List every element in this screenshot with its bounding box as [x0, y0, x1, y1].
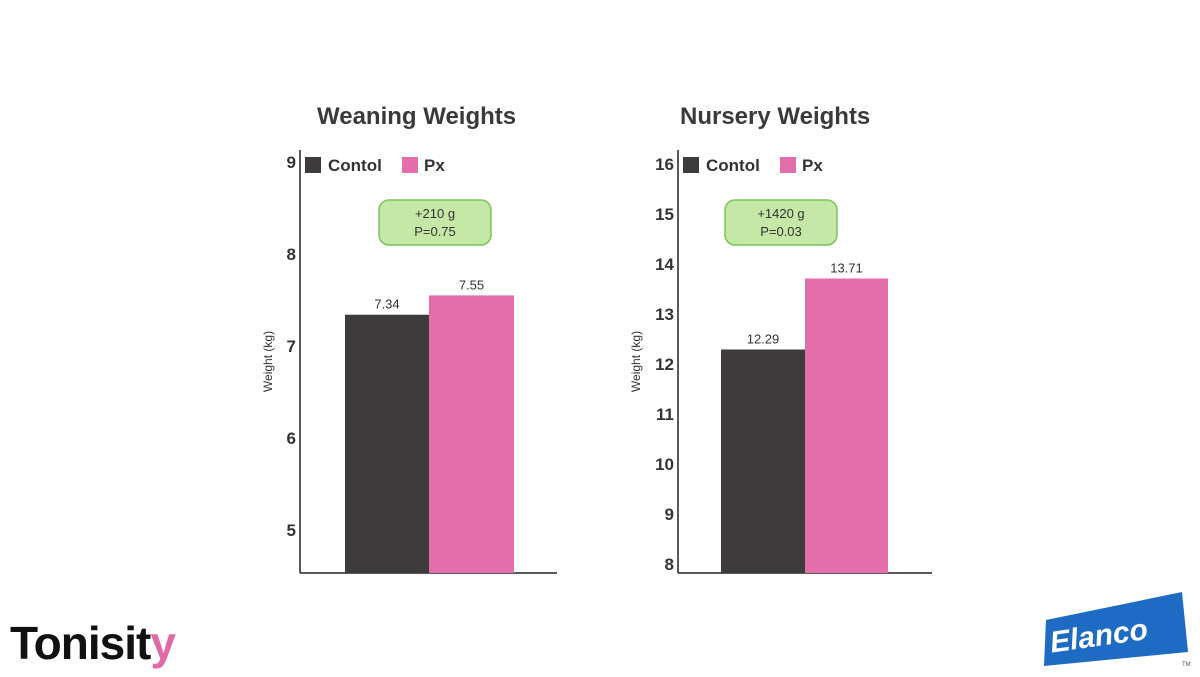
- weaning-y-tick-label: 5: [287, 521, 296, 540]
- weaning-annotation-diff: +210 g: [415, 206, 455, 221]
- nursery-y-axis-label: Weight (kg): [629, 331, 643, 392]
- nursery-bar-px: [805, 278, 888, 573]
- weaning-legend-swatch-px: [402, 157, 418, 173]
- weaning-data-label-px: 7.55: [459, 277, 484, 292]
- nursery-legend-label-control: Contol: [706, 156, 760, 175]
- weaning-y-axis-label: Weight (kg): [261, 331, 275, 392]
- weaning-y-tick-label: 7: [287, 337, 296, 356]
- tonisity-logo: Tonisity: [10, 616, 176, 670]
- weaning-annotation-pvalue: P=0.75: [414, 224, 456, 239]
- tonisity-logo-text: Tonisit: [10, 617, 151, 669]
- nursery-annotation-diff: +1420 g: [757, 206, 804, 221]
- nursery-y-tick-label: 11: [656, 405, 674, 424]
- nursery-y-tick-label: 16: [655, 155, 674, 174]
- elanco-logo: Elanco TM: [1040, 592, 1192, 672]
- nursery-y-tick-label: 8: [665, 555, 674, 574]
- weaning-y-tick-label: 6: [287, 429, 296, 448]
- nursery-y-tick-label: 15: [655, 205, 674, 224]
- nursery-y-tick-label: 9: [665, 505, 674, 524]
- elanco-logo-shape: [1044, 592, 1188, 666]
- nursery-chart-title: Nursery Weights: [680, 103, 871, 130]
- weaning-chart-title: Weaning Weights: [317, 103, 517, 130]
- nursery-legend-swatch-control: [683, 157, 699, 173]
- nursery-y-tick-label: 12: [655, 355, 674, 374]
- weaning-y-tick-label: 8: [287, 245, 296, 264]
- weaning-bar-px: [429, 295, 514, 573]
- nursery-legend-label-px: Px: [802, 156, 823, 175]
- weaning-data-label-control: 7.34: [374, 297, 399, 312]
- nursery-y-tick-label: 10: [655, 455, 674, 474]
- elanco-tm-mark: TM: [1182, 662, 1191, 668]
- nursery-data-label-px: 13.71: [830, 261, 863, 276]
- weaning-bar-control: [345, 314, 429, 573]
- weaning-annotation-badge: [378, 199, 492, 246]
- nursery-annotation-badge: [724, 199, 838, 246]
- weaning-y-tick-label: 9: [287, 153, 296, 172]
- nursery-data-label-control: 12.29: [747, 332, 780, 347]
- nursery-y-tick-label: 13: [655, 305, 674, 324]
- weaning-legend-label-control: Contol: [328, 156, 382, 175]
- nursery-annotation-pvalue: P=0.03: [760, 224, 802, 239]
- tonisity-logo-accent: y: [150, 617, 176, 669]
- nursery-y-tick-label: 14: [655, 255, 674, 274]
- weaning-legend-label-px: Px: [424, 156, 445, 175]
- nursery-bar-control: [721, 349, 805, 573]
- weaning-legend-swatch-control: [305, 157, 321, 173]
- nursery-legend-swatch-px: [780, 157, 796, 173]
